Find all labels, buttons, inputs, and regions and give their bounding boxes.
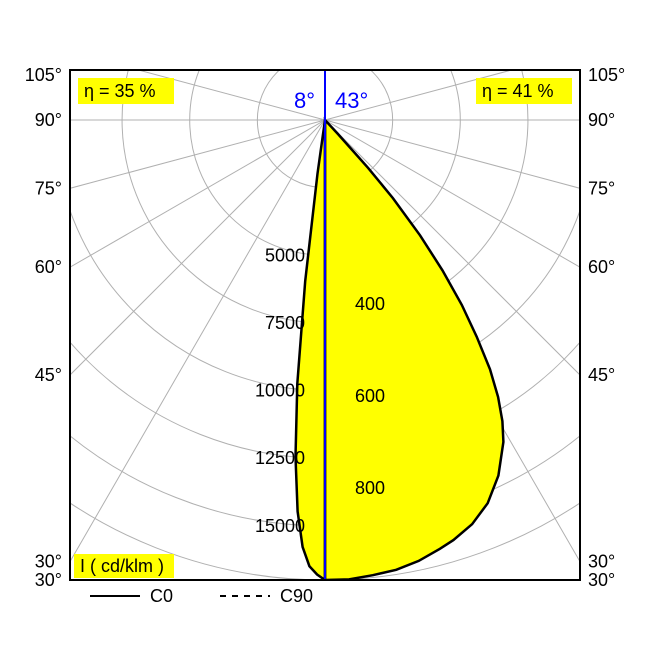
legend-c90: C90 (280, 586, 313, 606)
polar-svg: 30°30°45°45°60°60°75°75°90°90°105°105°30… (0, 0, 650, 650)
angle-label-right: 90° (588, 110, 615, 130)
angle-label-left: 75° (35, 178, 62, 198)
angle-label-right: 60° (588, 257, 615, 277)
radial-label-left: 15000 (255, 516, 305, 536)
angle-label-right: 45° (588, 365, 615, 385)
radial-label-left: 10000 (255, 381, 305, 401)
unit-label: I ( cd/klm ) (80, 556, 164, 576)
angle-label-right: 30° (588, 570, 615, 590)
eta-left: η = 35 % (84, 81, 156, 101)
angle-label-left: 60° (35, 257, 62, 277)
angle-label-right: 75° (588, 178, 615, 198)
radial-label-right: 800 (355, 478, 385, 498)
angle-label-left: 30° (35, 552, 62, 572)
angle-label-left: 105° (25, 65, 62, 85)
eta-right: η = 41 % (482, 81, 554, 101)
polar-diagram: { "canvas": { "w": 650, "h": 650 }, "plo… (0, 0, 650, 650)
legend-c0: C0 (150, 586, 173, 606)
top-angle-right: 43° (335, 88, 368, 113)
angle-label-left: 30° (35, 570, 62, 590)
top-angle-left: 8° (294, 88, 315, 113)
radial-label-left: 5000 (265, 245, 305, 265)
angle-label-left: 90° (35, 110, 62, 130)
radial-label-left: 12500 (255, 448, 305, 468)
radial-label-right: 600 (355, 386, 385, 406)
angle-label-left: 45° (35, 365, 62, 385)
angle-label-right: 105° (588, 65, 625, 85)
radial-label-right: 400 (355, 294, 385, 314)
radial-label-left: 7500 (265, 313, 305, 333)
angle-label-right: 30° (588, 552, 615, 572)
